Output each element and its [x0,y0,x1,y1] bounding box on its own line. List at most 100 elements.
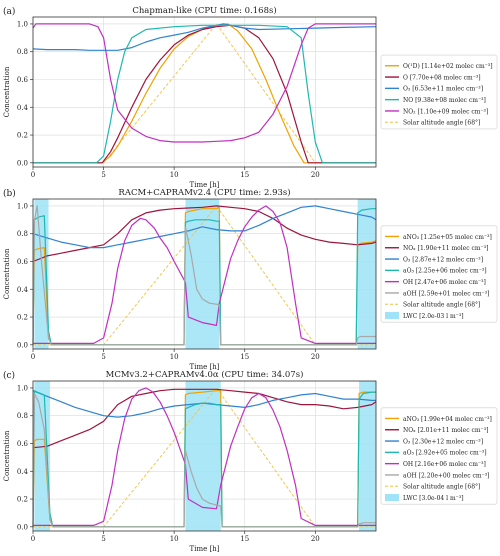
panel-c: 0 5 10 15 20 0.0 0.2 0.4 0.6 0.8 1.0 MCMv3.2+CAPRAM… [3,369,498,553]
y-tick-label: 0.8 [17,412,28,420]
legend: aNO₃ [1.99e+04 molec cm⁻³] NOₓ [2.01e+11 … [380,407,498,505]
y-tick-label: 0.6 [17,440,29,448]
y-tick-label: 1.0 [17,20,28,28]
panel-letter: (c) [3,370,15,381]
y-tick-label: 1.0 [17,384,28,392]
series-line-c030c0 [33,387,376,527]
legend-label: LWC [3.0e-04 l m⁻³] [403,495,464,502]
panel-letter: (a) [3,6,15,17]
legend-label: O₃ [2.30e+12 molec cm⁻³] [403,438,483,445]
y-tick-label: 0.6 [17,76,29,84]
series-line-c030c0 [33,205,376,344]
legend-label: Solar altitude angle [68°] [403,484,480,491]
legend-label: OH [2.16e+06 molec cm⁻³] [403,461,486,468]
series-line-2f83d0 [32,23,377,51]
lwc-span [357,199,376,349]
legend-label: Solar altitude angle [68°] [403,302,480,309]
y-tick-label: 0.6 [17,258,29,266]
series-line-c030c0 [32,23,376,143]
legend-label: NOₓ [2.01e+11 molec cm⁻³] [403,427,488,434]
panel-title: RACM+CAPRAMv2.4 (CPU time: 2.93s) [118,187,290,198]
legend-box [380,225,498,323]
panel-b: 0 5 10 15 20 0.0 0.2 0.4 0.6 0.8 1.0 RACM+CAPRAMv2.… [3,187,498,371]
legend-label: O(¹D) [1.14e+02 molec cm⁻³] [403,63,493,70]
y-tick-label: 0.2 [17,496,28,504]
legend-label: aOH [2.59e+01 molec cm⁻³] [403,290,489,297]
x-tick-label: 20 [311,353,320,361]
series-line-2f83d0 [32,205,377,249]
legend-box [380,54,498,130]
axes-frame [32,198,377,350]
legend-label: O [7.70e+08 molec cm⁻³] [403,74,481,81]
y-tick-label: 0.0 [17,523,28,531]
y-tick-label: 0.0 [17,159,28,167]
legend-label: OH [2.47e+06 molec cm⁻³] [403,279,486,286]
series-line-a0143c [33,24,376,164]
x-axis-label: Time [h] [190,363,220,371]
series-line-1fb8b0 [32,390,376,528]
x-tick-label: 5 [101,353,105,361]
panel-a: 0 5 10 15 20 0.0 0.2 0.4 0.6 0.8 1.0 Chapman-like (… [3,5,498,189]
series-line-a8a8a8 [32,392,376,528]
series-line-2f83d0 [32,390,376,418]
legend-label: O₃ [2.87e+12 molec cm⁻³] [403,256,483,263]
y-axis-label: Concentration [3,430,11,481]
x-tick-label: 10 [170,535,179,543]
legend-label: aO₃ [2.25e+06 molec cm⁻³] [403,268,487,275]
y-tick-label: 0.0 [17,341,28,349]
y-tick-label: 0.8 [17,230,28,238]
y-tick-label: 0.4 [17,286,29,294]
x-tick-label: 0 [31,535,35,543]
x-axis-label: Time [h] [190,545,220,553]
x-tick-label: 5 [101,171,105,179]
series-line-a0143c [32,388,377,449]
x-tick-label: 15 [240,535,249,543]
x-tick-label: 15 [240,171,249,179]
x-tick-label: 10 [170,171,179,179]
legend-label: NO [9.38e+08 molec cm⁻³] [403,97,486,104]
legend-label: LWC [2.0e-03 l m⁻³] [403,313,464,320]
plot-area [33,17,376,167]
y-tick-label: 0.8 [17,48,28,56]
panel-title: MCMv3.2+CAPRAMv4.0α (CPU time: 34.07s) [106,369,304,380]
x-tick-label: 20 [311,535,320,543]
legend-label: aOH [2.20e+00 molec cm⁻³] [403,472,489,479]
legend-box [380,407,498,505]
legend-label: aNO₃ [1.25e+05 molec cm⁻³] [403,234,492,241]
legend-label: NO₂ [1.10e+09 molec cm⁻³] [403,108,488,115]
panel-letter: (b) [3,188,16,199]
series-line-1fb8b0 [32,208,376,346]
lwc-span [34,381,50,531]
legend: O(¹D) [1.14e+02 molec cm⁻³] O [7.70e+08 m… [380,54,498,130]
lwc-span [359,381,376,531]
legend-swatch [385,494,399,502]
legend-label: NOₓ [1.90e+11 molec cm⁻³] [403,245,488,252]
x-tick-label: 0 [31,353,35,361]
x-tick-label: 10 [170,353,179,361]
x-tick-label: 5 [101,535,105,543]
legend-label: O₃ [6.53e+11 molec cm⁻³] [403,86,483,93]
legend-label: Solar altitude angle [68°] [403,120,480,127]
y-axis-label: Concentration [3,248,11,299]
y-axis-label: Concentration [3,66,11,117]
x-tick-label: 20 [311,171,320,179]
y-tick-label: 0.4 [17,104,29,112]
y-tick-label: 1.0 [17,202,28,210]
legend: aNO₃ [1.25e+05 molec cm⁻³] NOₓ [1.90e+11 … [380,225,498,323]
x-tick-label: 15 [240,353,249,361]
x-tick-label: 0 [31,171,35,179]
lwc-span [185,199,220,349]
legend-label: aNO₃ [1.99e+04 molec cm⁻³] [403,416,492,423]
y-tick-label: 0.2 [17,314,28,322]
panel-title: Chapman-like (CPU time: 0.168s) [132,5,276,16]
axes-frame [32,380,377,532]
series-line-1fb8b0 [33,24,376,164]
series-line-a8a8a8 [32,205,376,346]
axes-frame [32,16,377,168]
legend-label: aO₃ [2.92e+05 molec cm⁻³] [403,450,487,457]
x-axis-label: Time [h] [190,181,220,189]
y-tick-label: 0.4 [17,468,29,476]
series-line-f0a300 [32,390,376,528]
legend-swatch [385,312,399,320]
